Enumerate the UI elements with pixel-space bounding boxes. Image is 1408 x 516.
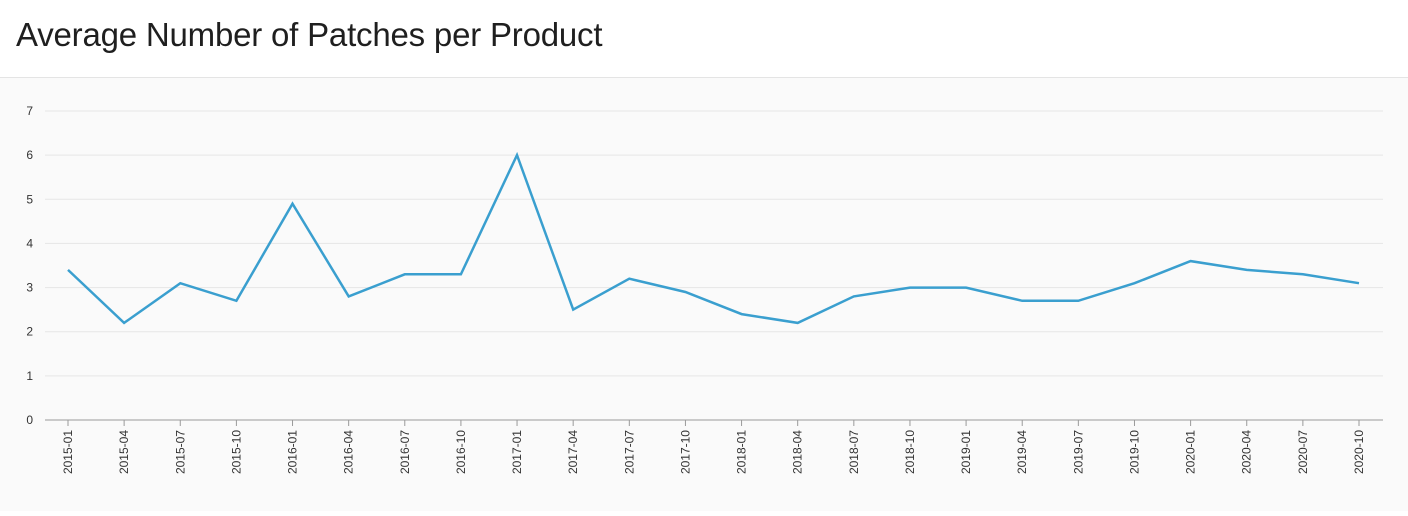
- y-axis-ticks: 0 1 2 3 4 5 6 7: [26, 104, 33, 427]
- x-tick-label: 2016-10: [454, 430, 468, 474]
- x-tick-label: 2018-01: [735, 430, 749, 474]
- series-line: [68, 155, 1359, 323]
- x-tick-label: 2016-07: [398, 430, 412, 474]
- x-tick-label: 2018-07: [847, 430, 861, 474]
- x-tick-label: 2017-04: [566, 430, 580, 474]
- x-tick-label: 2015-10: [229, 430, 243, 474]
- x-tick-label: 2019-10: [1127, 430, 1141, 474]
- x-tick-label: 2015-01: [61, 430, 75, 474]
- x-tick-label: 2019-07: [1071, 430, 1085, 474]
- x-tick-label: 2020-04: [1240, 430, 1254, 474]
- x-tick-label: 2017-01: [510, 430, 524, 474]
- x-tick-label: 2015-07: [173, 430, 187, 474]
- x-tick-label: 2020-01: [1184, 430, 1198, 474]
- x-tick-label: 2017-10: [678, 430, 692, 474]
- x-tick-label: 2019-01: [959, 430, 973, 474]
- x-tick-label: 2019-04: [1015, 430, 1029, 474]
- x-tick-label: 2018-04: [791, 430, 805, 474]
- x-tick-label: 2018-10: [903, 430, 917, 474]
- series-layer: [68, 155, 1359, 323]
- y-tick-label: 5: [26, 192, 33, 206]
- y-tick-label: 4: [26, 236, 33, 250]
- y-tick-label: 6: [26, 148, 33, 162]
- y-tick-label: 3: [26, 281, 33, 295]
- x-tick-label: 2017-07: [622, 430, 636, 474]
- x-tick-label: 2020-07: [1296, 430, 1310, 474]
- gridlines: [45, 111, 1383, 376]
- x-tick-label: 2015-04: [117, 430, 131, 474]
- y-tick-label: 1: [26, 369, 33, 383]
- x-tick-label: 2016-04: [342, 430, 356, 474]
- chart-title: Average Number of Patches per Product: [16, 16, 602, 54]
- y-tick-label: 7: [26, 104, 33, 118]
- x-tick-label: 2020-10: [1352, 430, 1366, 474]
- x-tick-label: 2016-01: [286, 430, 300, 474]
- y-tick-label: 2: [26, 325, 33, 339]
- chart-header: Average Number of Patches per Product: [0, 0, 1408, 78]
- y-tick-label: 0: [26, 413, 33, 427]
- x-axis: 2015-01 2015-04 2015-07 2015-10 2016-01 2016-…: [45, 420, 1383, 474]
